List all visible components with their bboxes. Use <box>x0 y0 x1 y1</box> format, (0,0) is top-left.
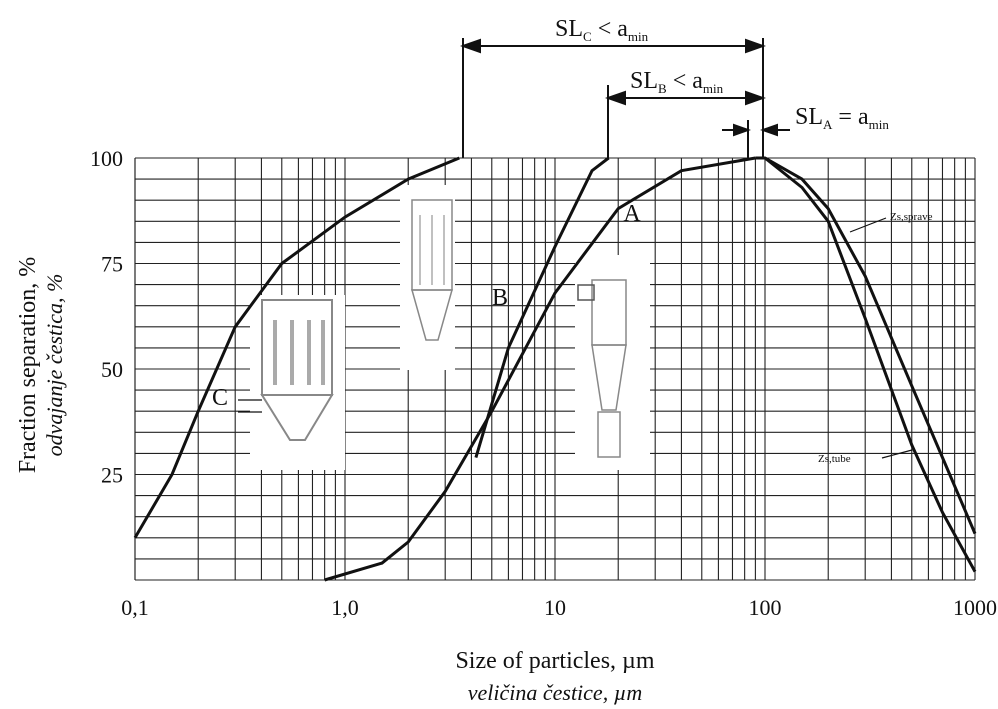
annotation-part: < a <box>667 68 704 94</box>
x-axis-title-2: veličina čestice, µm <box>468 680 643 705</box>
annotation-sub: min <box>703 81 724 96</box>
brackets <box>459 38 790 158</box>
x-tick-label: 0,1 <box>121 595 149 620</box>
y-axis-title-2: odvajanje čestica, % <box>42 274 67 457</box>
y-tick-label: 100 <box>90 146 123 171</box>
annotation-part: SL <box>555 16 583 42</box>
annotation-sub: B <box>658 81 667 96</box>
curve <box>133 156 460 539</box>
x-tick-label: 100 <box>749 595 782 620</box>
leader-lines <box>238 217 913 459</box>
y-axis-title: Fraction separation, % <box>15 257 41 474</box>
annotation-sub: min <box>869 117 890 132</box>
annotation-part: < a <box>592 16 629 42</box>
curve <box>764 156 977 573</box>
annotation-sub: C <box>583 29 592 44</box>
curve-label: A <box>623 201 641 227</box>
y-tick-label: 25 <box>101 463 123 488</box>
x-tick-label: 10 <box>544 595 566 620</box>
annotation: SLB < amin <box>630 68 724 96</box>
curve-label: Zs,tube <box>818 453 851 465</box>
y-tick-label: 75 <box>101 252 123 277</box>
equipment-sketches <box>250 185 650 470</box>
annotation-part: SL <box>630 68 658 94</box>
x-tick-label: 1000 <box>953 595 997 620</box>
annotation-part: SL <box>795 104 823 130</box>
x-tick-label: 1,0 <box>331 595 359 620</box>
x-axis-title: Size of particles, µm <box>455 648 654 674</box>
annotation-sub: min <box>628 29 649 44</box>
annotation-part: = a <box>832 104 869 130</box>
curve-label: Zs,sprave <box>890 211 933 223</box>
curve-label: B <box>492 285 508 311</box>
y-tick-label: 50 <box>101 357 123 382</box>
annotation-sub: A <box>823 117 833 132</box>
annotation: SLC < amin <box>555 16 649 44</box>
curve <box>474 156 610 459</box>
curve <box>324 156 756 582</box>
curve-label: C <box>212 385 228 411</box>
annotation: SLA = amin <box>795 104 889 132</box>
